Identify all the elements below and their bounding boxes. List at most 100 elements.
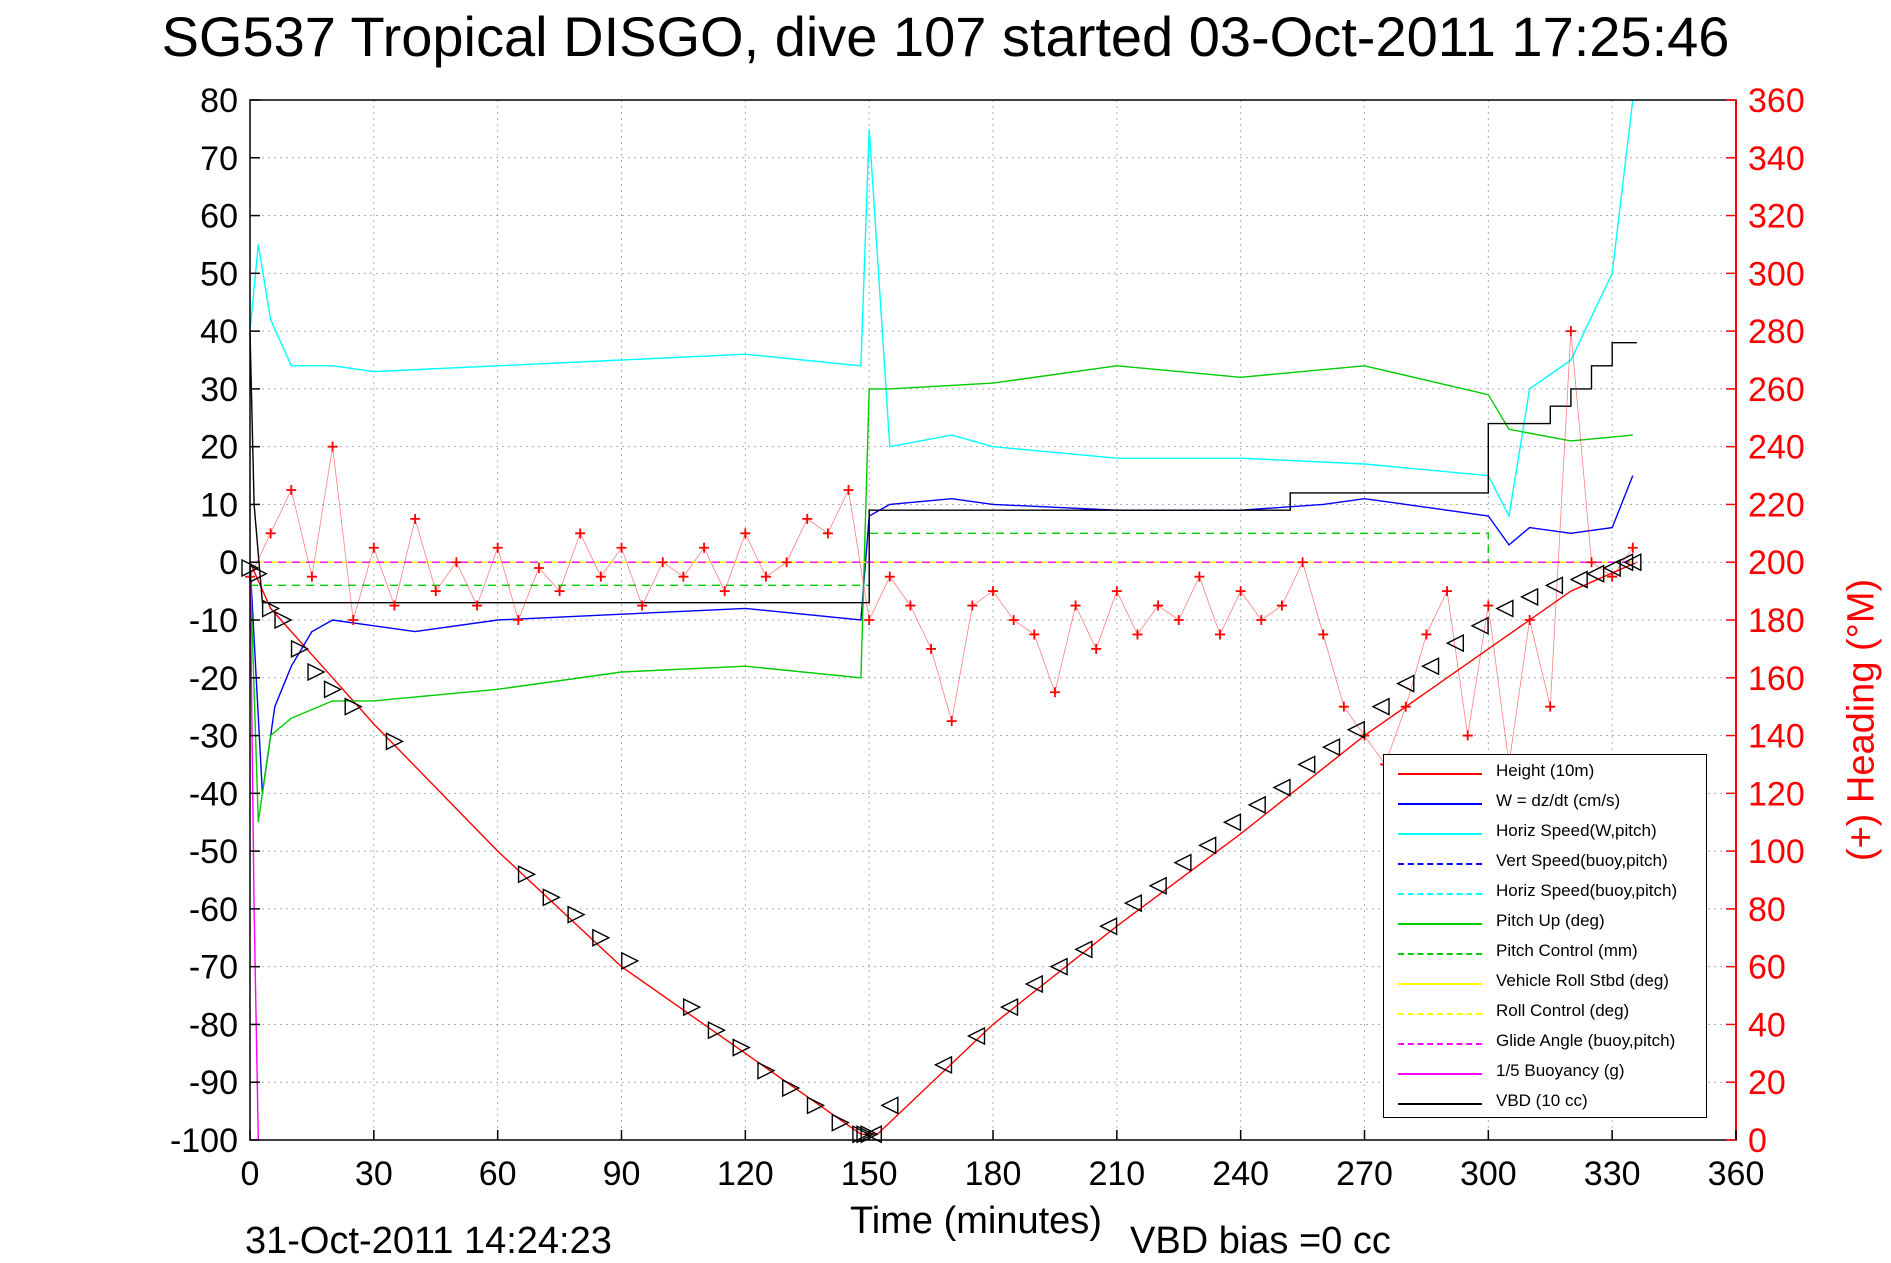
- heading-point: [1276, 600, 1287, 611]
- heading-point: [1627, 542, 1638, 553]
- y2-tick-label: 220: [1748, 486, 1805, 524]
- depth-marker: [621, 951, 640, 971]
- depth-marker: [1614, 553, 1634, 572]
- heading-point: [1049, 687, 1060, 698]
- heading-point: [327, 441, 338, 452]
- x-tick-label: 180: [965, 1155, 1022, 1193]
- x-tick-label: 360: [1708, 1155, 1765, 1193]
- heading-point: [1194, 571, 1205, 582]
- legend-item: Horiz Speed(buoy,pitch): [1384, 879, 1706, 909]
- legend-label: W = dz/dt (cm/s): [1496, 791, 1621, 810]
- heading-point: [595, 571, 606, 582]
- legend-swatch: [1398, 953, 1482, 955]
- y2-tick-label: 320: [1748, 198, 1805, 236]
- series-line-2: [249, 99, 1634, 519]
- heading-point: [719, 586, 730, 597]
- depth-marker: [880, 1096, 899, 1115]
- y2-tick-label: 260: [1748, 371, 1805, 409]
- y-tick-label: -90: [189, 1064, 238, 1102]
- x-tick-label: 330: [1584, 1155, 1641, 1193]
- y-tick-label: -40: [189, 775, 238, 813]
- y2-tick-label: 300: [1748, 255, 1805, 293]
- y2-tick-label: 200: [1748, 544, 1805, 582]
- depth-marker: [1396, 674, 1415, 693]
- y2-tick-label: 160: [1748, 660, 1805, 698]
- heading-point: [760, 571, 771, 582]
- legend-swatch: [1398, 803, 1482, 805]
- series-line-1: [249, 475, 1634, 794]
- y-tick-label: 60: [200, 198, 238, 236]
- heading-point: [492, 542, 503, 553]
- heading-point: [1256, 615, 1267, 625]
- legend-item: W = dz/dt (cm/s): [1384, 789, 1706, 819]
- y-tick-label: 80: [200, 82, 238, 120]
- heading-point: [1421, 629, 1432, 640]
- depth-marker: [1272, 778, 1291, 797]
- heading-point: [472, 600, 483, 611]
- marker-layer: [241, 553, 1642, 1144]
- depth-marker: [1520, 587, 1539, 607]
- heading-point: [513, 615, 524, 625]
- legend-item: 1/5 Buoyancy (g): [1384, 1059, 1706, 1089]
- legend-label: Height (10m): [1496, 761, 1595, 780]
- legend-swatch: [1398, 1073, 1482, 1075]
- footer-vbd-bias: VBD bias =0 cc: [1130, 1220, 1391, 1262]
- legend-label: 1/5 Buoyancy (g): [1496, 1061, 1625, 1080]
- legend-swatch: [1398, 1013, 1482, 1015]
- heading-point: [926, 643, 937, 654]
- depth-marker: [1602, 558, 1621, 578]
- depth-marker: [1297, 755, 1316, 774]
- y2-tick-label: 360: [1748, 82, 1805, 120]
- legend-swatch: [1398, 773, 1482, 775]
- depth-marker: [1222, 813, 1242, 832]
- heading-point: [781, 557, 792, 568]
- y-tick-label: -50: [189, 833, 238, 871]
- heading-point: [843, 485, 854, 495]
- y2-tick-label: 100: [1748, 833, 1805, 871]
- y-tick-label: 0: [219, 544, 238, 582]
- x-tick-label: 210: [1088, 1155, 1145, 1193]
- heading-point: [967, 600, 978, 611]
- depth-marker: [1569, 570, 1588, 589]
- heading-point: [533, 563, 544, 573]
- y2-tick-label: 20: [1748, 1064, 1786, 1102]
- depth-marker: [1470, 616, 1489, 635]
- y-tick-label: -60: [189, 891, 238, 929]
- heading-point: [575, 528, 586, 539]
- legend-label: Glide Angle (buoy,pitch): [1496, 1031, 1676, 1050]
- y2-tick-label: 120: [1748, 775, 1805, 813]
- legend-item: Glide Angle (buoy,pitch): [1384, 1029, 1706, 1059]
- depth-marker: [1247, 795, 1266, 815]
- heading-point: [389, 600, 400, 611]
- heading-point: [1545, 701, 1556, 712]
- depth-marker: [1623, 553, 1642, 572]
- legend-swatch: [1398, 863, 1482, 865]
- y2-axis-label: (+) Heading (°M): [1840, 578, 1883, 862]
- heading-point: [822, 528, 833, 539]
- legend-label: Roll Control (deg): [1496, 1001, 1630, 1020]
- depth-marker: [1123, 893, 1143, 913]
- heading-point: [1462, 730, 1473, 741]
- heading-point: [1400, 701, 1411, 712]
- legend-item: VBD (10 cc): [1384, 1089, 1706, 1119]
- depth-marker: [1495, 599, 1514, 618]
- depth-marker: [1321, 737, 1341, 757]
- legend-label: Pitch Control (mm): [1496, 941, 1638, 960]
- legend-item: Vert Speed(buoy,pitch): [1384, 849, 1706, 879]
- x-tick-label: 0: [241, 1155, 260, 1193]
- legend-label: Horiz Speed(W,pitch): [1496, 821, 1657, 840]
- depth-marker: [966, 1026, 986, 1046]
- depth-marker: [933, 1055, 953, 1075]
- heading-point: [699, 542, 710, 553]
- depth-marker: [592, 928, 611, 947]
- depth-marker: [1074, 940, 1093, 959]
- heading-point: [554, 586, 565, 597]
- heading-point: [1524, 615, 1535, 625]
- depth-marker: [1544, 576, 1564, 595]
- heading-point: [988, 586, 998, 597]
- heading-point: [657, 557, 668, 568]
- heading-point: [740, 528, 751, 539]
- depth-marker: [1445, 633, 1465, 653]
- y2-tick-label: 140: [1748, 718, 1805, 756]
